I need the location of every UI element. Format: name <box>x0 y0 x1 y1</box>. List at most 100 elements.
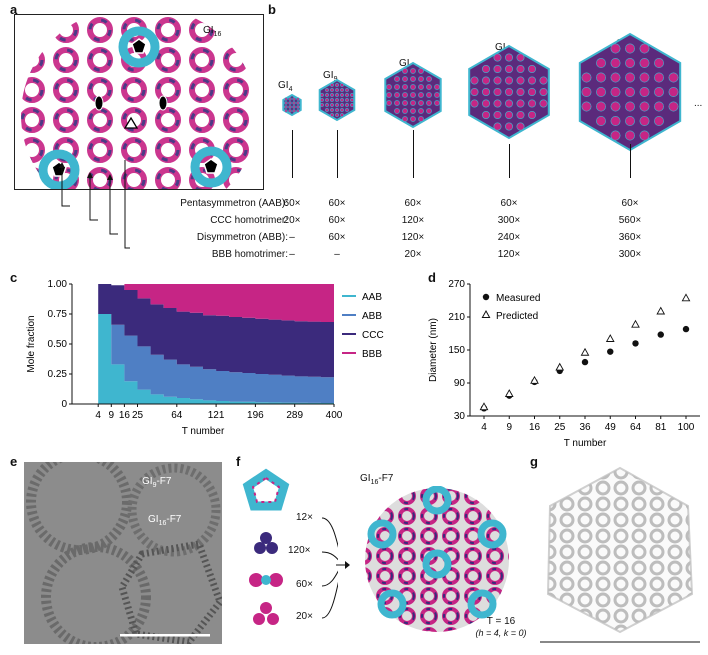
cryo-em-density-map <box>540 466 700 643</box>
cage-connector-0 <box>292 130 293 178</box>
y-tick-label: 0 <box>61 399 67 410</box>
legend-predicted-label: Predicted <box>496 311 538 322</box>
band-ccc <box>98 284 334 378</box>
cell-2-1: 60× <box>328 232 346 243</box>
cage-4 <box>578 32 682 152</box>
x-tick-label: 400 <box>326 410 343 421</box>
band-abb <box>98 314 334 404</box>
cage-label-1: GI9 <box>323 70 338 83</box>
panel-label-c: c <box>10 270 18 285</box>
legend-label-bbb: BBB <box>362 349 382 360</box>
t-number-line: T = 16 <box>486 616 516 627</box>
x-axis-title: T number <box>564 438 607 449</box>
assembly-arrow <box>336 561 350 569</box>
bbb-trimer-icon <box>253 602 279 625</box>
cell-0-3: 60× <box>500 198 518 209</box>
assembly-title: GI16-F7 <box>360 473 394 486</box>
cell-0-0: 60× <box>283 198 301 209</box>
cage-connector-1 <box>337 130 338 178</box>
panel-label-b: b <box>268 2 276 17</box>
micrograph-particles <box>24 462 222 644</box>
count-ccc: 120× <box>288 545 311 556</box>
cell-1-2: 120× <box>401 215 425 226</box>
cell-3-1: – <box>334 249 340 260</box>
legend-label-ccc: CCC <box>362 330 384 341</box>
panel-a-arrows <box>59 160 130 249</box>
triangle-marker <box>123 116 139 129</box>
y-tick-label: 30 <box>454 411 466 422</box>
predicted-point <box>504 389 514 397</box>
x-axis-title: T number <box>182 426 225 437</box>
panel-a-frame: GI16 <box>14 14 264 190</box>
cell-0-2: 60× <box>404 198 422 209</box>
building-blocks <box>242 468 338 625</box>
measured-point <box>682 325 690 333</box>
twofold-marker-2 <box>158 95 168 111</box>
y-tick-label: 0.25 <box>48 369 68 380</box>
y-tick-label: 90 <box>454 378 466 389</box>
cell-2-4: 360× <box>618 232 642 243</box>
x-tick-label: 196 <box>247 410 264 421</box>
mole-fraction-chart: 0 0.25 0.50 0.75 1.00 4 9 16 25 64 121 196 289 400 T n… <box>26 279 384 437</box>
cage-connector-4 <box>630 144 631 178</box>
x-tick-label: 9 <box>506 422 512 433</box>
legend-label-aab: AAB <box>362 292 382 303</box>
cell-3-3: 120× <box>497 249 521 260</box>
y-axis-title: Diameter (nm) <box>428 318 439 382</box>
x-tick-label: 9 <box>109 410 115 421</box>
panel-label-e: e <box>10 454 18 469</box>
count-pentasymmetron: 12× <box>296 512 313 523</box>
cell-1-0: 20× <box>283 215 301 226</box>
gi16-cage-top-view <box>21 15 257 189</box>
x-tick-label: 100 <box>678 422 695 433</box>
x-tick-label: 64 <box>171 410 183 421</box>
cell-3-4: 300× <box>618 249 642 260</box>
measured-point <box>581 358 589 366</box>
x-tick-label: 25 <box>132 410 144 421</box>
series-ellipsis: ... <box>694 98 703 109</box>
x-tick-label: 64 <box>630 422 642 433</box>
x-tick-label: 25 <box>554 422 566 433</box>
predicted-point <box>681 293 691 302</box>
cell-0-4: 60× <box>621 198 639 209</box>
symmetry-markers <box>51 38 219 177</box>
x-tick-label: 4 <box>95 410 101 421</box>
y-tick-label: 0.50 <box>48 339 68 350</box>
x-tick-label: 36 <box>579 422 591 433</box>
y-tick-label: 210 <box>448 312 465 323</box>
cell-3-2: 20× <box>404 249 422 260</box>
panel-label-d: d <box>428 270 436 285</box>
row-label-2: Disymmetron (ABB): <box>196 232 288 243</box>
pentasymmetron-icon <box>242 468 290 511</box>
cage-2 <box>384 61 442 129</box>
x-tick-label: 4 <box>481 422 487 433</box>
predicted-point <box>631 319 640 328</box>
predicted-point <box>605 334 615 342</box>
cell-1-3: 300× <box>497 215 521 226</box>
row-label-3: BBB homotrimer: <box>211 249 288 260</box>
legend-predicted-marker <box>481 309 491 318</box>
y-tick-label: 0.75 <box>48 309 68 320</box>
row-label-0: Pentasymmetron (AAB): <box>180 198 288 209</box>
measured-point <box>657 331 664 338</box>
x-tick-label: 289 <box>286 410 303 421</box>
panel-label-f: f <box>236 454 241 469</box>
cell-2-0: – <box>289 232 295 243</box>
cryo-em-micrograph: GI9-F7 GI16-F7 <box>24 462 222 644</box>
count-bbb: 20× <box>296 611 313 622</box>
x-tick-label: 81 <box>655 422 667 433</box>
row-label-1: CCC homotrimer: <box>210 215 288 226</box>
y-tick-label: 1.00 <box>48 279 68 290</box>
label-gi9-f7: GI9-F7 <box>142 476 172 489</box>
measured-point <box>632 340 639 347</box>
y-tick-label: 150 <box>448 345 465 356</box>
legend-measured-marker <box>482 293 490 301</box>
y-axis-title: Mole fraction <box>26 315 37 372</box>
predicted-point <box>530 375 539 384</box>
scale-bar <box>120 634 210 637</box>
x-tick-label: 121 <box>208 410 225 421</box>
disymmetron-icon <box>249 573 283 587</box>
y-tick-label: 270 <box>448 279 465 290</box>
pentagon-marker-top <box>131 38 147 54</box>
